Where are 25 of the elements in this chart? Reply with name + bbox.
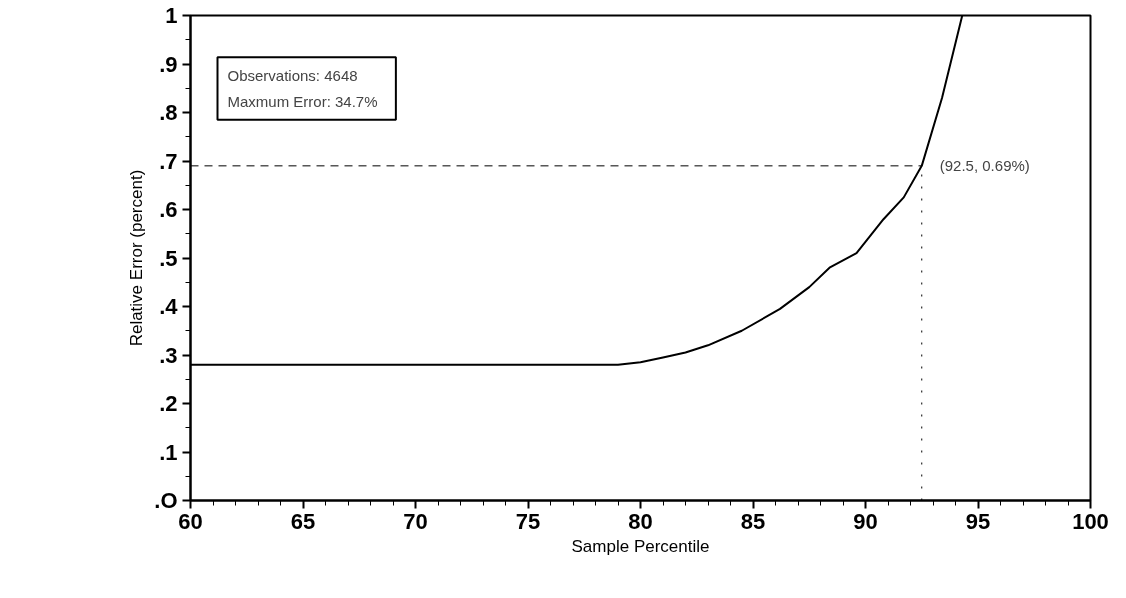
annotation: Maxmum Error: 34.7%: [227, 92, 378, 110]
x-tick-label: 95: [965, 508, 991, 534]
y-tick-label: .5: [159, 245, 178, 271]
y-tick-label: .4: [159, 294, 179, 319]
x-tick-label: 75: [515, 508, 541, 534]
y-tick-label: .2: [159, 391, 178, 416]
y-tick-label: .8: [159, 100, 178, 125]
y-tick-label: .1: [159, 439, 178, 465]
x-axis-title: Sample Percentile: [571, 536, 710, 556]
y-tick-label: .9: [159, 51, 178, 77]
y-tick-label: 1: [165, 3, 178, 28]
y-tick-label: .6: [159, 197, 178, 222]
x-tick-label: 70: [403, 508, 428, 534]
x-tick-label: 60: [178, 508, 203, 534]
x-tick-label: 100: [1072, 508, 1109, 534]
x-tick-label: 90: [853, 508, 878, 534]
x-tick-label: 85: [740, 508, 766, 534]
x-tick-label: 80: [628, 508, 653, 534]
y-axis-title: Relative Error (percent): [127, 169, 147, 347]
annotation: Observations: 4648: [227, 67, 358, 85]
y-tick-label: .7: [159, 148, 178, 174]
y-tick-label: .O: [154, 488, 178, 513]
x-tick-label: 65: [290, 508, 316, 534]
y-tick-label: .3: [159, 342, 178, 368]
annotation: (92.5, 0.69%): [939, 157, 1030, 175]
